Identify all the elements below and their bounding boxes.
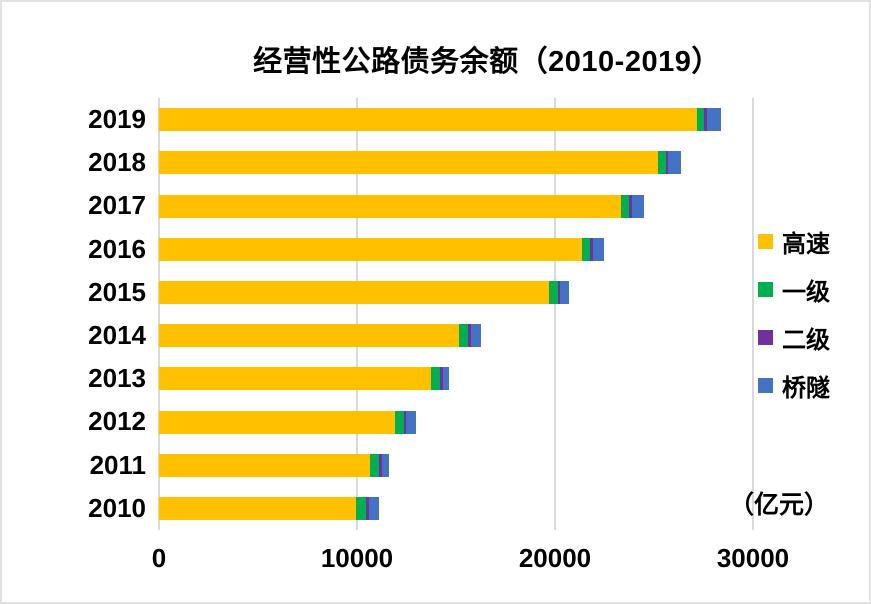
bar-segment-桥隧-2015 xyxy=(560,280,570,304)
bar-segment-桥隧-2012 xyxy=(406,410,416,434)
legend-marker-icon xyxy=(758,233,773,249)
bar-segment-高速-2019 xyxy=(159,108,697,132)
y-axis-label-2014: 2014 xyxy=(88,320,146,350)
bar-segment-高速-2010 xyxy=(159,496,356,520)
legend-label: 高速 xyxy=(782,230,830,258)
bar-segment-桥隧-2019 xyxy=(707,108,721,132)
y-axis-label-2018: 2018 xyxy=(88,147,146,178)
chart-title: 经营性公路债务余额（2010-2019） xyxy=(253,46,721,78)
bar-segment-二级-2010 xyxy=(365,496,369,520)
legend-item-一级: 一级 xyxy=(758,265,830,313)
bar-segment-桥隧-2010 xyxy=(368,496,379,520)
x-axis-label-30000: 30000 xyxy=(716,543,790,573)
legend-label: 一级 xyxy=(782,278,830,306)
bar-row-2010 xyxy=(159,496,379,520)
bar-segment-一级-2017 xyxy=(621,194,629,218)
bar-segment-桥隧-2013 xyxy=(442,367,450,391)
legend-marker-icon xyxy=(758,281,773,297)
unit-label: （亿元） xyxy=(729,491,830,519)
legend-item-二级: 二级 xyxy=(758,313,830,361)
bar-segment-二级-2011 xyxy=(378,453,382,477)
legend-label: 二级 xyxy=(782,326,830,354)
bar-segment-二级-2018 xyxy=(665,151,669,175)
bar-row-2015 xyxy=(159,280,570,304)
x-axis-label-0: 0 xyxy=(151,543,167,573)
gridline-0 xyxy=(158,98,160,530)
bar-row-2016 xyxy=(159,237,605,261)
bar-segment-高速-2011 xyxy=(159,453,370,477)
gridline-10000 xyxy=(356,98,358,530)
legend-marker-icon xyxy=(758,377,773,393)
bar-row-2018 xyxy=(159,151,681,175)
bar-segment-高速-2018 xyxy=(159,151,659,175)
legend-item-桥隧: 桥隧 xyxy=(758,361,830,409)
bar-segment-一级-2014 xyxy=(458,324,468,348)
legend-marker-icon xyxy=(758,329,773,345)
x-axis-label-10000: 10000 xyxy=(320,543,394,573)
bar-segment-一级-2019 xyxy=(696,108,705,132)
bar-segment-二级-2012 xyxy=(403,410,407,434)
plot-area xyxy=(158,98,757,530)
bar-row-2013 xyxy=(159,367,450,391)
bar-segment-高速-2014 xyxy=(159,324,459,348)
bar-segment-一级-2012 xyxy=(395,410,404,434)
bar-segment-高速-2015 xyxy=(159,280,550,304)
y-axis-label-2015: 2015 xyxy=(88,276,146,307)
x-axis-label-20000: 20000 xyxy=(518,543,592,573)
bar-segment-一级-2015 xyxy=(549,280,558,304)
bar-segment-桥隧-2016 xyxy=(592,237,605,261)
bar-segment-桥隧-2014 xyxy=(470,324,481,348)
bar-segment-高速-2016 xyxy=(159,237,582,261)
bar-segment-二级-2019 xyxy=(704,108,708,132)
y-axis-label-2010: 2010 xyxy=(88,492,146,523)
y-axis-label-2012: 2012 xyxy=(88,406,146,437)
legend-label: 桥隧 xyxy=(782,374,830,402)
bar-segment-桥隧-2017 xyxy=(631,194,645,218)
legend-item-高速: 高速 xyxy=(758,217,830,265)
bar-segment-二级-2016 xyxy=(590,237,593,261)
bar-segment-一级-2016 xyxy=(581,237,591,261)
legend: 高速 一级 二级 桥隧 xyxy=(758,217,830,409)
bar-segment-一级-2018 xyxy=(658,151,666,175)
y-axis-label-2013: 2013 xyxy=(88,363,146,394)
gridline-30000 xyxy=(752,98,754,530)
bar-segment-桥隧-2018 xyxy=(668,151,681,175)
bar-segment-高速-2017 xyxy=(159,194,622,218)
bar-row-2019 xyxy=(159,108,721,132)
bar-segment-二级-2014 xyxy=(467,324,471,348)
bar-segment-桥隧-2011 xyxy=(381,453,389,477)
gridline-20000 xyxy=(554,98,556,530)
bar-segment-二级-2013 xyxy=(439,367,443,391)
bar-row-2012 xyxy=(159,410,416,434)
y-axis-label-2011: 2011 xyxy=(89,449,146,480)
y-axis-label-2019: 2019 xyxy=(88,104,146,134)
bar-segment-一级-2013 xyxy=(430,367,440,391)
bar-segment-高速-2013 xyxy=(159,367,431,391)
bar-segment-二级-2017 xyxy=(628,194,632,218)
y-axis-label-2017: 2017 xyxy=(88,190,146,221)
bar-segment-一级-2011 xyxy=(369,453,379,477)
bar-segment-一级-2010 xyxy=(356,496,366,520)
bar-segment-二级-2015 xyxy=(557,280,561,304)
bar-row-2017 xyxy=(159,194,645,218)
bar-row-2011 xyxy=(159,453,389,477)
bar-segment-高速-2012 xyxy=(159,410,396,434)
bar-row-2014 xyxy=(159,324,481,348)
y-axis-label-2016: 2016 xyxy=(88,233,146,264)
